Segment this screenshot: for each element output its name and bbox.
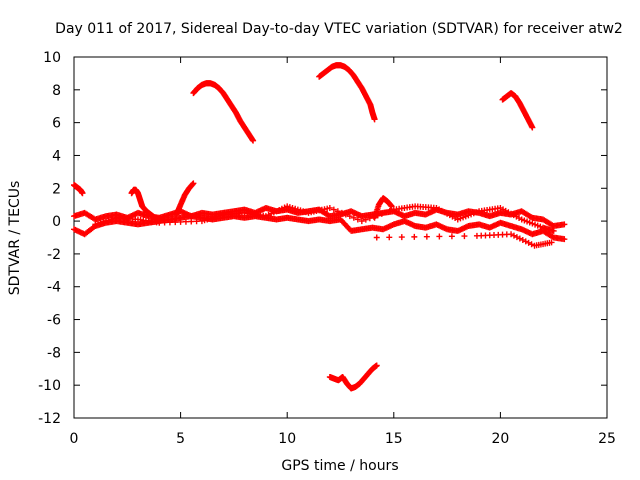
series-band-3: [92, 203, 557, 234]
data-point: [338, 209, 345, 216]
y-tick-label: 4: [52, 148, 61, 164]
data-point: [382, 209, 389, 216]
y-tick-label: -6: [47, 313, 61, 329]
y-tick-label: -2: [47, 247, 61, 263]
x-tick-label: 10: [278, 431, 296, 447]
data-point: [193, 218, 200, 225]
y-tick-label: 6: [52, 116, 61, 132]
tick-labels: 0 5 10 15 20 25 -12 -10 -8 -6 -4 -2 0 2 4 6 8 10: [38, 50, 616, 447]
data-point: [79, 190, 86, 197]
data-point: [548, 239, 555, 246]
data-point: [374, 212, 381, 219]
data-point: [370, 213, 377, 220]
data-point: [423, 233, 430, 240]
data-point: [350, 214, 357, 221]
data-point: [461, 233, 468, 240]
data-point: [190, 180, 197, 187]
data-point: [330, 206, 337, 213]
x-tick-label: 0: [70, 431, 79, 447]
series-arc-e: [326, 362, 380, 392]
data-point: [177, 218, 184, 225]
y-tick-label: -4: [47, 280, 61, 296]
data-point: [346, 213, 353, 220]
plot-frame: [73, 56, 608, 419]
data-point: [448, 233, 455, 240]
y-tick-label: 8: [52, 83, 61, 99]
data-point: [354, 216, 361, 223]
data-point: [550, 227, 557, 234]
y-tick-label: 0: [52, 214, 61, 230]
y-tick-label: -12: [38, 411, 61, 427]
data-point: [366, 215, 373, 222]
data-point: [436, 233, 443, 240]
x-axis-label: GPS time / hours: [281, 458, 398, 474]
data-point: [386, 234, 393, 241]
data-point: [250, 137, 257, 144]
series-arc-c: [316, 62, 378, 123]
x-tick-label: 25: [598, 431, 616, 447]
data-point: [373, 362, 380, 369]
data-point: [182, 218, 189, 225]
data-point: [166, 219, 173, 226]
data-point: [373, 234, 380, 241]
data-point: [358, 218, 365, 225]
data-point: [378, 210, 385, 217]
y-tick-label: 10: [43, 50, 61, 66]
y-tick-label: -10: [38, 378, 61, 394]
series-arc-a: [71, 181, 86, 197]
data-point: [388, 203, 395, 210]
data-point: [386, 208, 393, 215]
series-arc-h: [371, 195, 395, 221]
data-point: [561, 221, 568, 228]
axis-ticks: [73, 56, 608, 419]
data-point: [326, 204, 333, 211]
y-axis-label: SDTVAR / TECUs: [7, 181, 23, 296]
data-points: [71, 62, 568, 392]
y-tick-label: 2: [52, 181, 61, 197]
data-point: [156, 219, 163, 226]
data-point: [172, 219, 179, 226]
x-tick-label: 20: [491, 431, 509, 447]
data-point: [561, 236, 568, 243]
data-point: [161, 219, 168, 226]
chart-title: Day 011 of 2017, Sidereal Day-to-day VTE…: [55, 21, 623, 37]
data-point: [398, 234, 405, 241]
series-arc-d: [499, 90, 536, 131]
data-point: [188, 218, 195, 225]
x-tick-label: 15: [385, 431, 403, 447]
series-arc-b: [190, 80, 257, 144]
data-point: [334, 208, 341, 215]
data-point: [342, 211, 349, 218]
data-point: [529, 124, 536, 131]
data-point: [362, 216, 369, 223]
series-outliers: [373, 231, 555, 249]
x-tick-label: 5: [176, 431, 185, 447]
data-point: [371, 116, 378, 123]
data-point: [411, 233, 418, 240]
y-tick-label: -8: [47, 345, 61, 361]
